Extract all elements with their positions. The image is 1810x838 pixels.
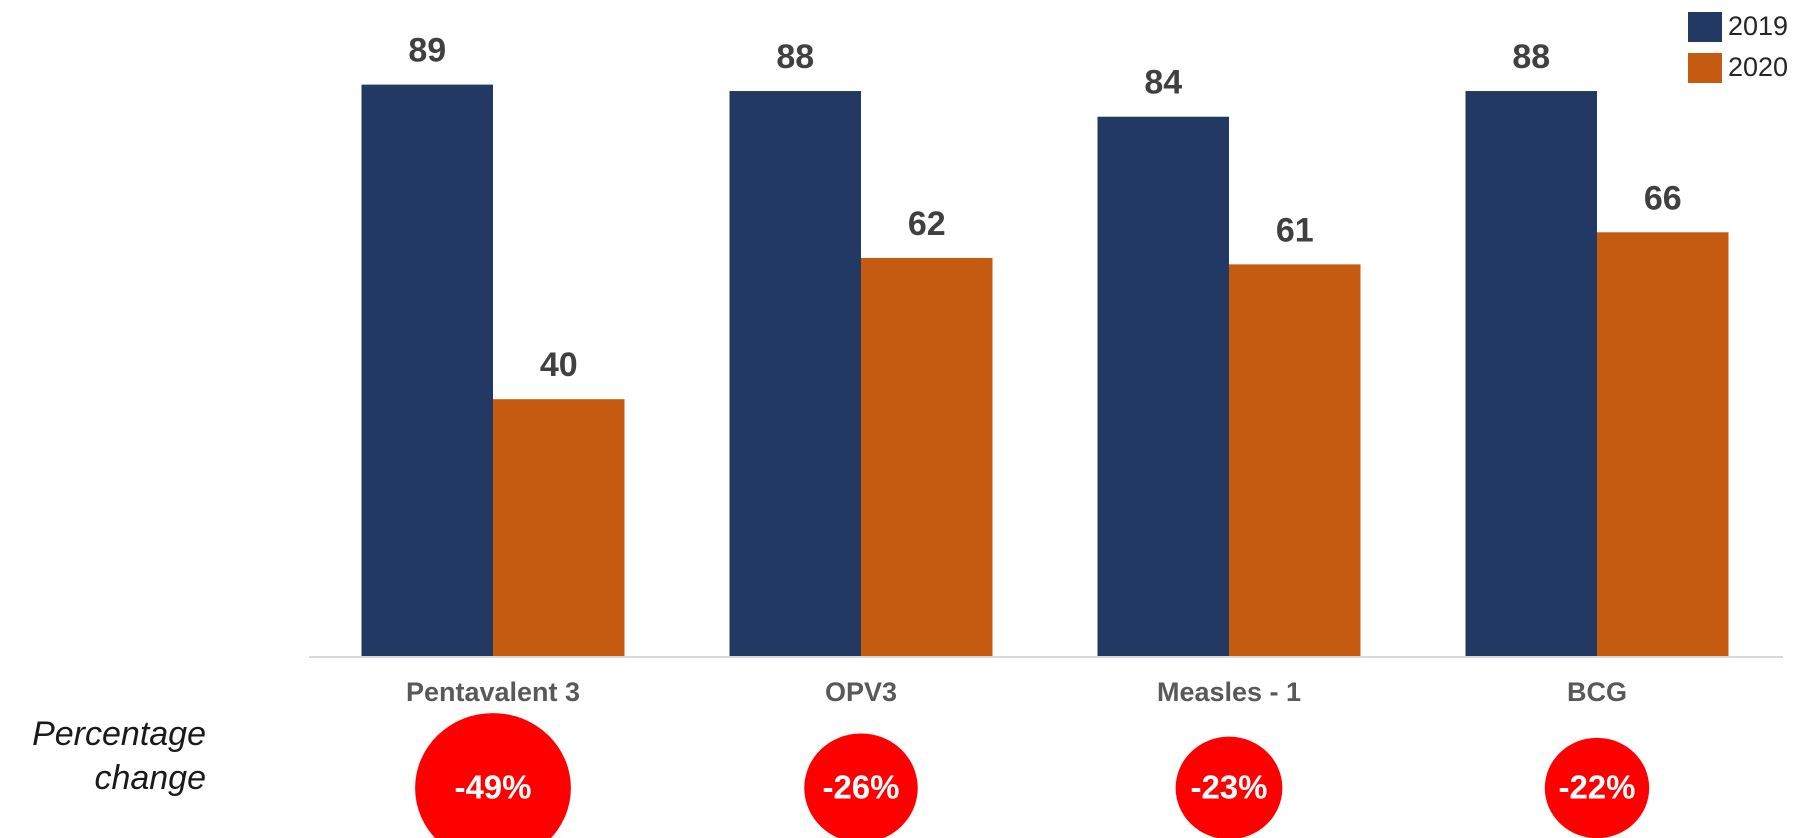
legend-swatch xyxy=(1688,12,1722,42)
bar xyxy=(1097,116,1229,657)
x-tick-label: BCG xyxy=(1567,677,1627,707)
bar xyxy=(729,91,861,657)
change-circle xyxy=(804,733,918,838)
row-label: Percentage change xyxy=(32,715,206,797)
data-label: 84 xyxy=(1144,64,1182,102)
data-label: 62 xyxy=(908,205,946,243)
change-label: -26% xyxy=(822,769,899,806)
x-tick-label: Pentavalent 3 xyxy=(406,677,580,707)
bar xyxy=(1229,264,1361,656)
change-label: -23% xyxy=(1190,769,1267,806)
data-label: 40 xyxy=(540,346,578,384)
change-label: -22% xyxy=(1558,769,1635,806)
change-label: -49% xyxy=(454,769,531,806)
change-circle xyxy=(1544,737,1650,838)
legend-swatch xyxy=(1688,53,1722,83)
change-circle xyxy=(1175,736,1283,838)
bar xyxy=(861,257,993,656)
change-circle xyxy=(415,713,571,838)
data-label: 66 xyxy=(1644,179,1682,217)
legend-label: 2020 xyxy=(1728,52,1788,82)
data-label: 61 xyxy=(1276,211,1314,249)
bar xyxy=(361,84,493,657)
x-tick-label: Measles - 1 xyxy=(1157,677,1301,707)
legend-label: 2019 xyxy=(1728,11,1788,41)
data-label: 88 xyxy=(1512,38,1550,76)
data-label: 88 xyxy=(776,38,814,76)
bar xyxy=(1597,232,1729,656)
data-label: 89 xyxy=(408,32,446,70)
bar xyxy=(1465,91,1597,657)
x-tick-label: OPV3 xyxy=(825,677,897,707)
bar xyxy=(493,399,625,656)
